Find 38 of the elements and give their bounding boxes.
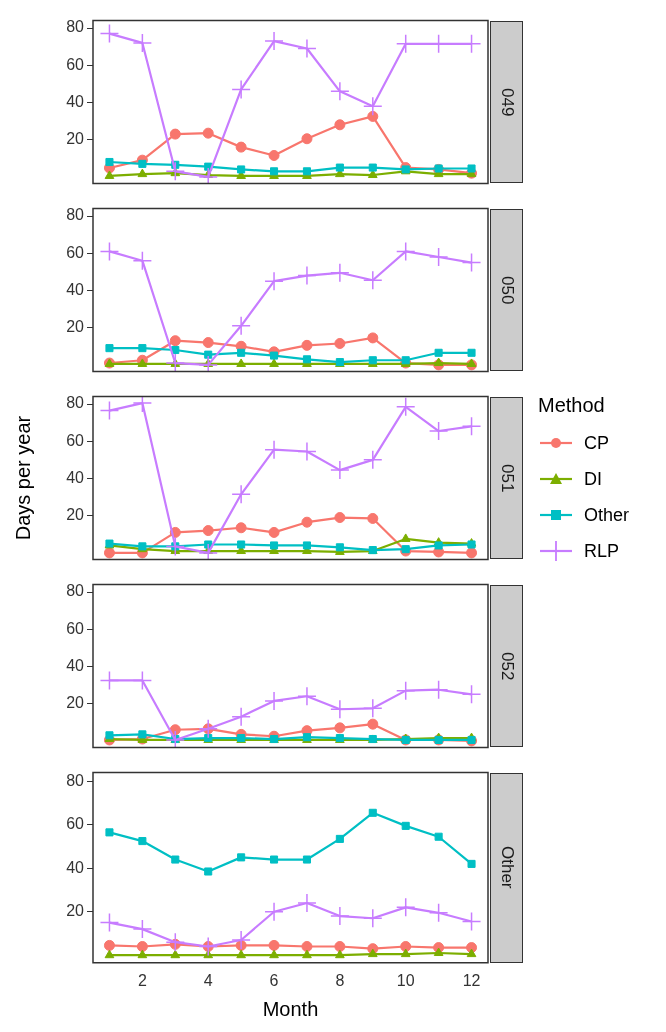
y-tick-label: 20	[66, 694, 85, 712]
text: Other	[496, 846, 517, 889]
y-axis-title: Days per year	[11, 415, 34, 541]
y-tick-label: 40	[66, 656, 85, 674]
text: 050	[496, 275, 517, 305]
text: 049	[496, 87, 517, 117]
x-axis-title: Month	[262, 997, 319, 1020]
legend-label: CP	[584, 432, 610, 454]
y-tick-label: 40	[66, 280, 85, 298]
y-tick-label: 20	[66, 902, 85, 920]
legend-label: DI	[584, 468, 602, 490]
text: 052	[496, 651, 517, 681]
y-tick-label: 20	[66, 506, 85, 524]
legend-title: Method	[538, 394, 606, 417]
legend-label: RLP	[584, 540, 620, 562]
y-tick-label: 60	[66, 619, 85, 637]
text: 051	[496, 463, 517, 493]
x-tick-label: 12	[462, 971, 481, 989]
x-tick-label: 4	[203, 971, 213, 989]
y-tick-label: 60	[66, 243, 85, 261]
y-tick-label: 60	[66, 431, 85, 449]
y-tick-label: 20	[66, 130, 85, 148]
y-tick-label: 80	[66, 771, 85, 789]
y-tick-label: 60	[66, 815, 85, 833]
legend-label: Other	[584, 504, 630, 526]
x-tick-label: 10	[396, 971, 415, 989]
y-tick-label: 40	[66, 858, 85, 876]
x-tick-label: 6	[269, 971, 279, 989]
y-tick-label: 80	[66, 394, 85, 412]
y-tick-label: 40	[66, 92, 85, 110]
y-tick-label: 40	[66, 468, 85, 486]
x-tick-label: 8	[335, 971, 345, 989]
x-tick-label: 2	[137, 971, 147, 989]
y-tick-label: 80	[66, 18, 85, 36]
y-tick-label: 20	[66, 318, 85, 336]
y-tick-label: 80	[66, 582, 85, 600]
y-tick-label: 60	[66, 55, 85, 73]
y-tick-label: 80	[66, 206, 85, 224]
